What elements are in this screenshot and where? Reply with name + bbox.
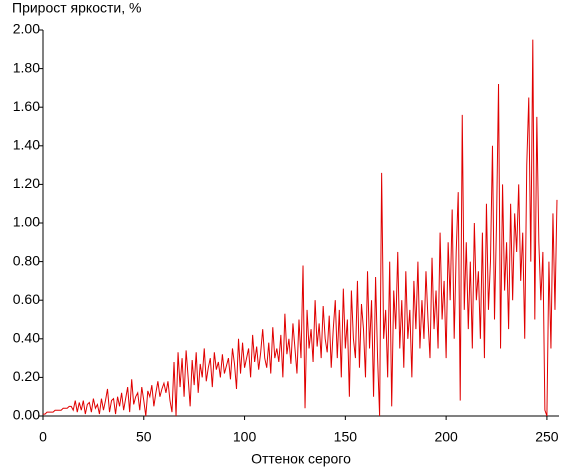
x-tick-label: 100 xyxy=(233,429,257,445)
y-tick-label: 2.00 xyxy=(13,21,40,37)
y-tick-label: 0.20 xyxy=(13,368,40,384)
x-tick-label: 150 xyxy=(334,429,358,445)
x-tick-label: 250 xyxy=(535,429,559,445)
y-tick-label: 1.20 xyxy=(13,175,40,191)
y-tick-label: 1.40 xyxy=(13,137,40,153)
y-tick-label: 1.80 xyxy=(13,59,40,75)
x-tick-label: 0 xyxy=(39,429,47,445)
y-tick-label: 0.00 xyxy=(13,407,40,423)
y-tick-label: 1.60 xyxy=(13,98,40,114)
y-tick-label: 0.40 xyxy=(13,330,40,346)
y-tick-label: 1.00 xyxy=(13,214,40,230)
y-tick-label: 0.80 xyxy=(13,252,40,268)
y-tick-label: 0.60 xyxy=(13,291,40,307)
chart-title: Прирост яркости, % xyxy=(12,0,141,16)
x-tick-label: 50 xyxy=(136,429,152,445)
x-tick-label: 200 xyxy=(434,429,458,445)
data-line xyxy=(43,39,558,417)
x-axis-label: Оттенок серого xyxy=(251,451,351,467)
